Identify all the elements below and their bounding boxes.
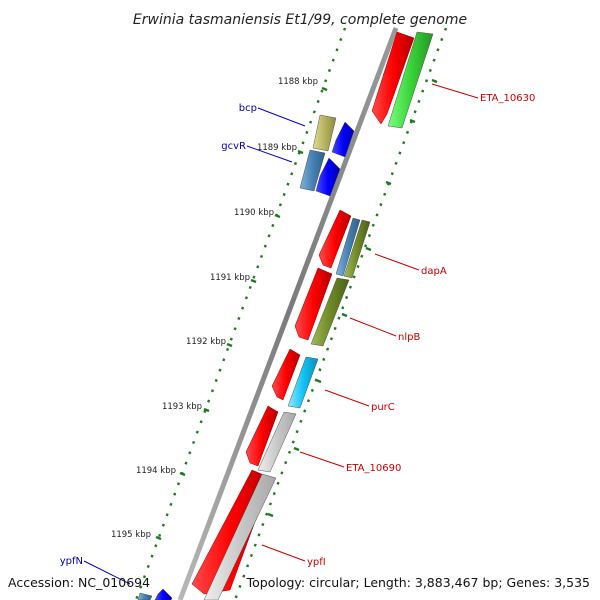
- gene-box-eta10630-green: [387, 31, 434, 129]
- gene-label-ypfn: ypfN: [60, 556, 83, 567]
- gene-feature-gcvr-arrow: [315, 157, 341, 197]
- scale-label-1192: 1192 kbp: [186, 337, 226, 347]
- tick-1189: [297, 149, 304, 155]
- gene-box-dapa-olive: [343, 219, 371, 279]
- gene-feature-eta10690: [245, 405, 279, 467]
- tick-outer-g: [293, 446, 300, 452]
- tick-1192: [226, 342, 233, 348]
- tick-outer-b: [409, 118, 416, 124]
- tick-outer-c: [385, 180, 392, 186]
- gene-label-gcvr: gcvR: [221, 141, 246, 152]
- gene-box-bcp-khaki: [312, 114, 337, 152]
- leader-gcvr: [246, 145, 293, 163]
- label-leaders: [83, 83, 479, 585]
- gene-label-nlpb: nlpB: [398, 332, 420, 343]
- backbone-arc: [177, 27, 399, 600]
- gene-label-purc: purC: [371, 402, 395, 413]
- scale-label-1193: 1193 kbp: [162, 402, 202, 412]
- gene-box-ypfn-steel: [137, 592, 153, 600]
- gene-box-gcvr-steel: [299, 149, 326, 192]
- major-ticks: [155, 78, 438, 541]
- tick-outer-a: [431, 78, 438, 84]
- gene-feature-ypfn-arrow: [154, 588, 173, 600]
- leader-ypfn: [83, 560, 131, 585]
- gene-label-eta10690: ETA_10690: [346, 463, 401, 474]
- map-title: Erwinia tasmaniensis Et1/99, complete ge…: [133, 12, 467, 28]
- leader-nlpb: [349, 317, 397, 337]
- tick-1195: [155, 535, 162, 541]
- tick-1188: [321, 86, 328, 92]
- gene-feature-dapa: [318, 209, 352, 269]
- inner-tick-ring: [134, 27, 347, 600]
- gene-box-nlpb-olive: [310, 277, 350, 347]
- tick-outer-e: [341, 312, 348, 318]
- gene-label-eta10630: ETA_10630: [480, 93, 535, 104]
- gene-feature-eta10630: [371, 31, 415, 125]
- tick-1190: [274, 213, 281, 219]
- tick-1194: [179, 471, 186, 477]
- scale-label-1195: 1195 kbp: [111, 530, 151, 540]
- gene-box-eta10690-gray: [257, 411, 297, 473]
- leader-bcp: [257, 107, 306, 127]
- reverse-strand-genes: [137, 114, 355, 600]
- scale-label-1190: 1190 kbp: [234, 208, 274, 218]
- colored-gene-features: [203, 31, 434, 600]
- leader-eta10690: [299, 451, 345, 468]
- gene-box-purc-cyan: [287, 356, 319, 409]
- leader-dapa: [374, 253, 420, 271]
- gene-feature-nlpb-rev: [294, 267, 333, 341]
- gene-box-ypfi-gray: [203, 473, 277, 600]
- gene-label-dapa: dapA: [421, 266, 447, 277]
- leader-purc: [324, 389, 370, 407]
- leader-eta10630: [431, 83, 479, 99]
- gene-feature-bcp-arrow: [331, 121, 355, 158]
- topology-text: Topology: circular; Length: 3,883,467 bp…: [246, 575, 590, 590]
- tick-outer-d: [365, 246, 372, 252]
- scale-label-1189: 1189 kbp: [257, 143, 297, 153]
- accession-text: Accession: NC_010694: [8, 575, 150, 590]
- scale-label-1191: 1191 kbp: [210, 273, 250, 283]
- scale-label-1188: 1188 kbp: [278, 77, 318, 87]
- tick-outer-h: [267, 512, 274, 518]
- tick-outer-f: [315, 378, 322, 384]
- scale-label-1194: 1194 kbp: [136, 466, 176, 476]
- outer-tick-ring: [233, 27, 448, 600]
- leader-ypfi: [261, 544, 306, 562]
- tick-1193: [203, 407, 210, 413]
- tick-1191: [250, 278, 257, 284]
- gene-box-dapa-steel: [335, 217, 361, 277]
- gene-label-bcp: bcp: [239, 103, 257, 114]
- gene-feature-purc: [271, 348, 301, 401]
- forward-strand-genes: [191, 31, 415, 595]
- gene-label-ypfi: ypfI: [307, 557, 326, 568]
